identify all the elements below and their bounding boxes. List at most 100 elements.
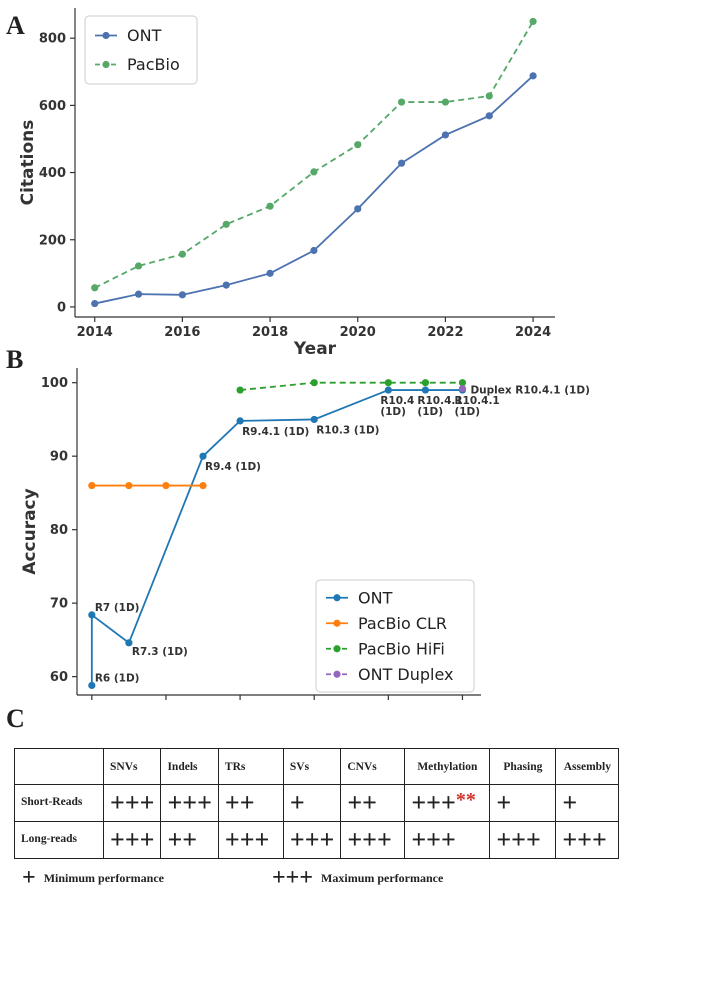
- table-cell: +++: [404, 821, 491, 859]
- table-cell: +++: [102, 784, 162, 822]
- data-annotation: (1D): [417, 406, 443, 418]
- data-point: [441, 131, 450, 139]
- y-tick-label: 600: [39, 99, 66, 114]
- legend-maximum: +++ Maximum performance: [272, 866, 443, 890]
- data-annotation: (1D): [454, 406, 480, 418]
- data-annotation: R10.4: [380, 395, 414, 407]
- table-cell: ++: [340, 784, 406, 822]
- legend-label: ONT: [127, 26, 162, 45]
- data-point: [441, 98, 450, 106]
- data-point: [162, 481, 170, 490]
- legend-swatch-marker: [333, 670, 341, 678]
- data-point: [529, 17, 537, 26]
- y-tick-label: 0: [57, 300, 66, 315]
- footnote-stars: **: [455, 789, 476, 811]
- data-annotation: R10.4.1: [417, 395, 462, 407]
- x-tick-label: 2014: [77, 325, 113, 340]
- table-cell: +++: [102, 821, 162, 859]
- data-annotation: R10.4.1: [454, 395, 499, 407]
- legend-min-label: Minimum performance: [43, 870, 164, 885]
- x-tick-label: 2018: [252, 325, 288, 340]
- data-point: [236, 417, 244, 425]
- x-tick-label: 2020: [340, 325, 376, 340]
- table-header-cell: Phasing: [489, 748, 557, 785]
- table-header-cell: SNVs: [102, 748, 162, 785]
- table-header-cell: Indels: [160, 748, 219, 785]
- data-point: [458, 384, 467, 393]
- data-point: [199, 481, 207, 490]
- legend-swatch-marker: [102, 60, 110, 69]
- table-cell: ++: [160, 821, 219, 859]
- row-label: Long-reads: [14, 821, 104, 859]
- performance-table: SNVs Indels TRs SVs CNVs Methylation Pha…: [14, 748, 620, 859]
- table-cell: +++: [282, 821, 342, 859]
- panel-label: B: [6, 345, 23, 374]
- table-cell: +: [282, 784, 342, 822]
- table-row: Short-Reads +++ +++ ++ + ++ +++** + +: [14, 784, 620, 822]
- legend-swatch-marker: [333, 619, 341, 627]
- data-point: [421, 379, 430, 387]
- data-point: [125, 639, 133, 647]
- table-header-cell: Assembly: [555, 748, 620, 785]
- legend-box: [315, 579, 475, 693]
- table-cell: +++: [555, 821, 620, 859]
- charts-canvas: A 2014 2016 2018 2020 2022 2024 0 200 400 600 800 Ye…: [6, 8, 590, 700]
- x-tick-label: 2022: [427, 325, 463, 340]
- data-point: [354, 141, 362, 149]
- y-axis-title: Citations: [18, 120, 38, 206]
- table-header-cell: [14, 748, 104, 785]
- table-header-cell: TRs: [217, 748, 284, 785]
- table-row: Long-reads +++ ++ +++ +++ +++ +++ +++ ++…: [14, 821, 620, 859]
- data-point: [384, 379, 392, 387]
- table-header-row: SNVs Indels TRs SVs CNVs Methylation Pha…: [14, 748, 620, 785]
- cell-value: +++: [411, 788, 456, 817]
- data-point: [384, 386, 392, 394]
- legend-min-symbol: +: [22, 865, 36, 891]
- data-annotation: R10.3 (1D): [316, 424, 379, 436]
- data-point: [199, 452, 207, 460]
- data-point: [310, 379, 318, 387]
- legend-label: ONT: [358, 588, 393, 607]
- data-point: [266, 202, 274, 210]
- data-point: [125, 481, 133, 490]
- data-annotation: R9.4.1 (1D): [242, 426, 309, 438]
- data-point: [88, 611, 96, 619]
- data-point: [236, 386, 244, 394]
- data-point: [310, 415, 318, 424]
- data-point: [91, 284, 99, 292]
- legend-label: PacBio: [127, 55, 180, 74]
- data-annotation: (1D): [380, 406, 406, 418]
- data-point: [485, 112, 493, 120]
- data-point: [91, 299, 99, 308]
- series-line: [94, 75, 534, 305]
- y-tick-label: 60: [50, 670, 68, 685]
- table-header-cell: SVs: [282, 748, 342, 785]
- data-point: [222, 220, 230, 228]
- data-point: [310, 246, 318, 255]
- table-cell: +: [555, 784, 620, 822]
- table-cell: +++: [217, 821, 284, 859]
- series-line: [239, 381, 463, 391]
- y-tick-label: 90: [50, 450, 68, 465]
- table-cell: +: [489, 784, 557, 822]
- x-tick-label: 2016: [164, 325, 200, 340]
- data-point: [529, 72, 537, 80]
- data-point: [178, 291, 186, 299]
- legend-label: ONT Duplex: [358, 665, 454, 684]
- legend-box: [84, 15, 198, 85]
- data-annotation: R7.3 (1D): [132, 646, 188, 658]
- data-point: [310, 168, 318, 176]
- data-point: [134, 290, 143, 298]
- data-point: [134, 262, 143, 270]
- x-axis-title: Year: [293, 339, 337, 359]
- y-tick-label: 80: [50, 523, 68, 538]
- data-point: [458, 379, 467, 387]
- y-tick-label: 70: [50, 597, 68, 612]
- legend-swatch-marker: [333, 645, 341, 653]
- data-point: [397, 159, 406, 167]
- table-cell: +++: [340, 821, 406, 859]
- data-point: [88, 681, 96, 690]
- panel-label: A: [6, 11, 25, 40]
- data-point: [222, 281, 230, 289]
- data-point: [88, 481, 96, 490]
